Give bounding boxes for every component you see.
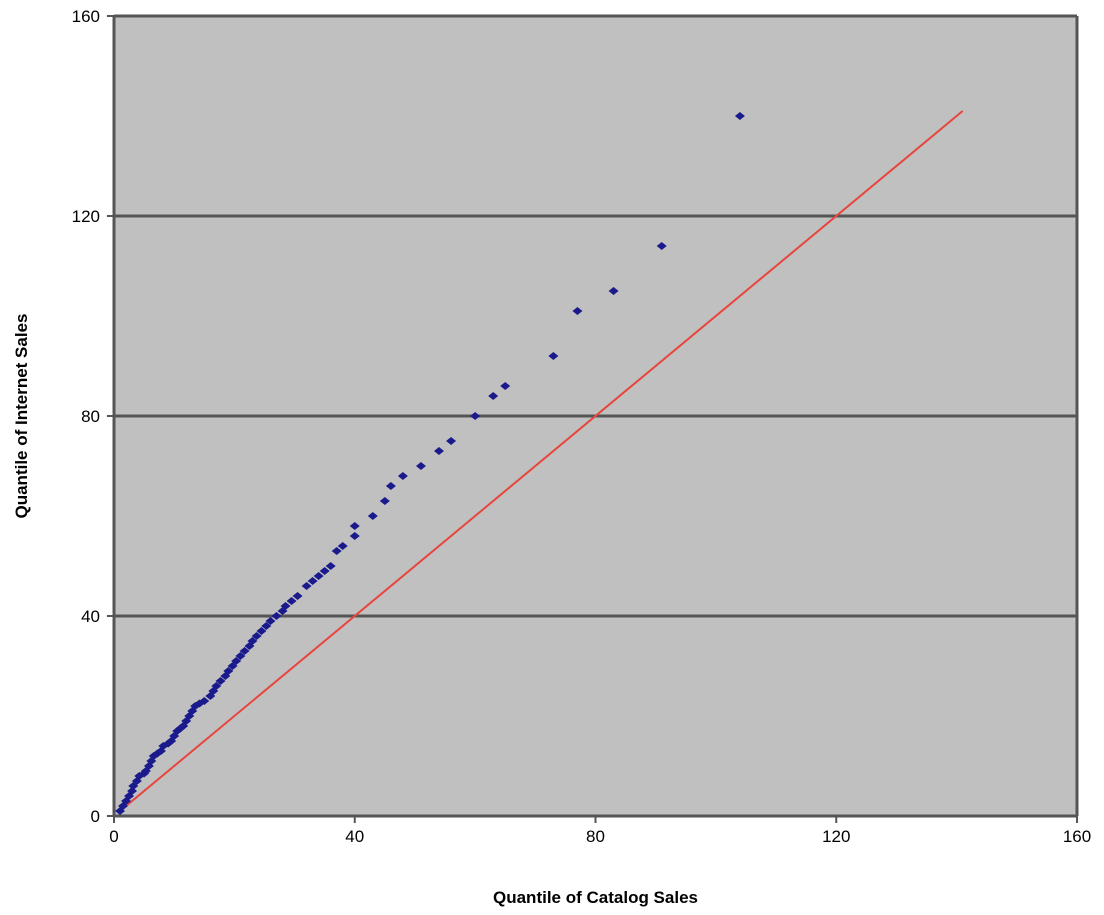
data-point-69	[572, 307, 583, 315]
x-tick-label-0: 0	[109, 827, 118, 846]
data-point-59	[379, 497, 390, 505]
data-point-42	[261, 622, 272, 630]
y-tick-label-0: 0	[91, 807, 100, 826]
y-tick-label-3: 120	[72, 207, 100, 226]
data-point-36	[235, 652, 246, 660]
axes	[107, 15, 1079, 823]
data-point-61	[397, 472, 408, 480]
y-tick-label-4: 160	[72, 7, 100, 26]
data-point-52	[319, 567, 330, 575]
x-tick-label-4: 160	[1063, 827, 1091, 846]
data-point-67	[500, 382, 511, 390]
data-point-68	[548, 352, 559, 360]
reference-line	[125, 110, 964, 807]
data-point-43	[265, 617, 276, 625]
data-point-55	[337, 542, 348, 550]
data-point-70	[608, 287, 619, 295]
x-tick-label-1: 40	[345, 827, 364, 846]
data-point-50	[307, 577, 318, 585]
data-point-41	[256, 627, 267, 635]
data-point-40	[251, 632, 262, 640]
y-tick-label-1: 40	[81, 607, 100, 626]
data-point-54	[331, 547, 342, 555]
data-point-63	[434, 447, 445, 455]
data-point-48	[292, 592, 303, 600]
data-point-53	[325, 562, 336, 570]
x-axis-title: Quantile of Catalog Sales	[493, 888, 698, 907]
data-point-39	[247, 637, 258, 645]
y-axis-title: Quantile of Internet Sales	[12, 314, 31, 519]
data-point-31	[215, 677, 226, 685]
data-point-30	[211, 682, 222, 690]
x-tick-label-3: 120	[822, 827, 850, 846]
data-point-46	[280, 602, 291, 610]
data-point-33	[223, 667, 234, 675]
data-point-35	[231, 657, 242, 665]
data-point-56	[349, 532, 360, 540]
reference-line-group	[125, 110, 964, 807]
data-point-2	[121, 797, 132, 805]
data-point-47	[286, 597, 297, 605]
y-tick-label-2: 80	[81, 407, 100, 426]
tick-labels: 0 40 80 120 160 0 40 80 120 160	[72, 7, 1092, 846]
data-point-64	[446, 437, 457, 445]
data-point-27	[199, 697, 210, 705]
data-point-66	[488, 392, 499, 400]
data-point-44	[271, 612, 282, 620]
data-point-57	[349, 522, 360, 530]
data-point-72	[734, 112, 745, 120]
data-point-4	[127, 787, 138, 795]
data-point-49	[301, 582, 312, 590]
data-point-65	[470, 412, 481, 420]
data-point-62	[415, 462, 426, 470]
data-point-60	[385, 482, 396, 490]
data-point-37	[239, 647, 250, 655]
x-tick-label-2: 80	[586, 827, 605, 846]
data-points	[115, 112, 745, 815]
data-point-71	[656, 242, 667, 250]
data-point-51	[313, 572, 324, 580]
data-point-58	[367, 512, 378, 520]
